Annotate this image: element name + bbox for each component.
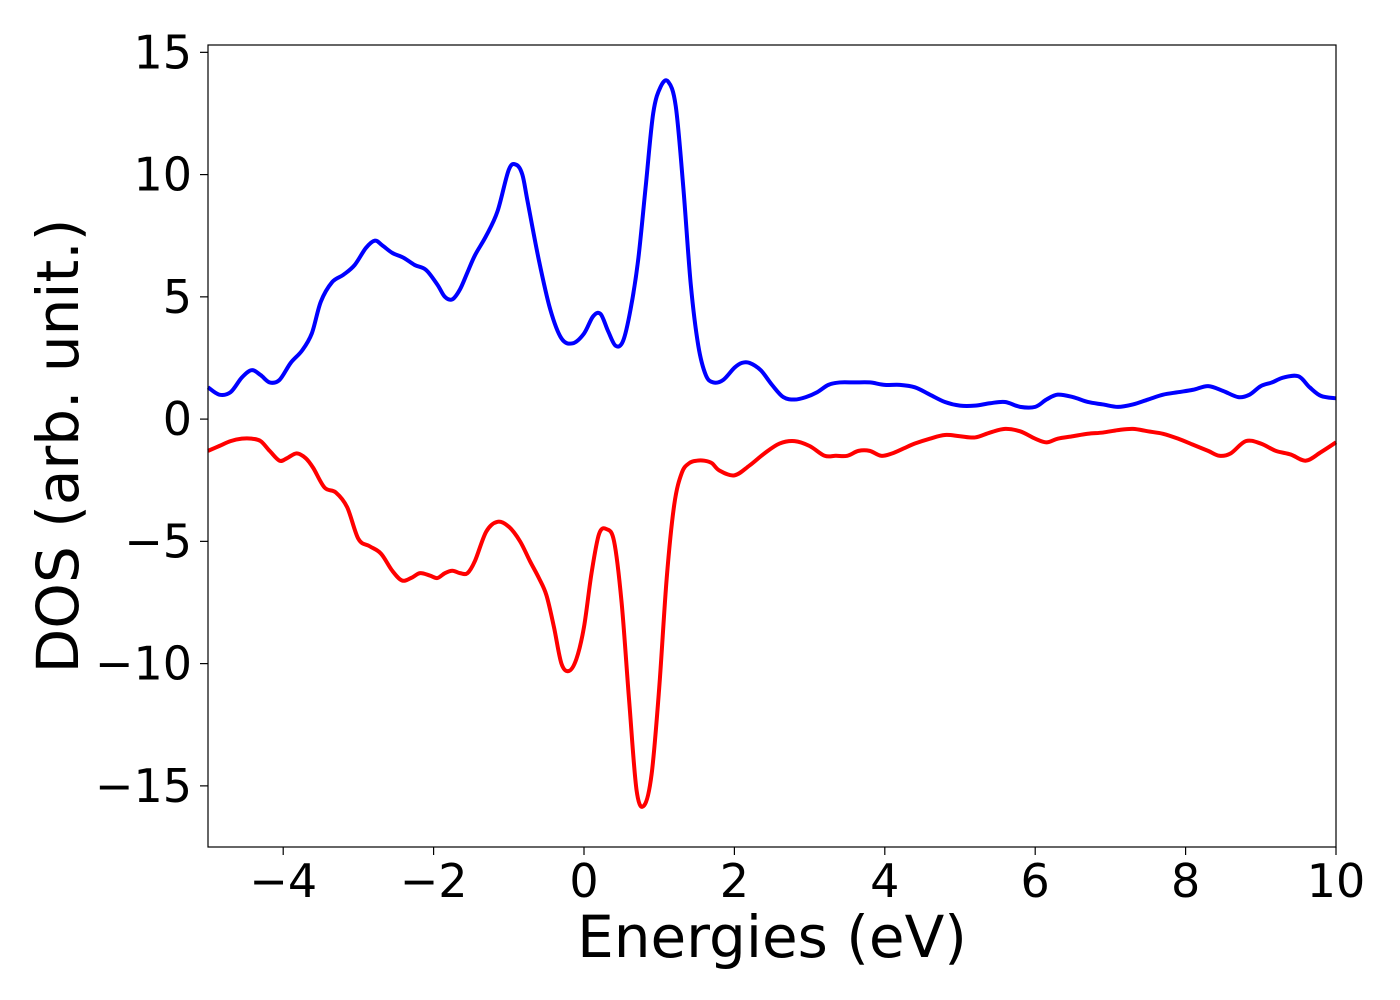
x-tick-label: 0 [569,854,598,908]
x-tick-label: −2 [400,854,468,908]
y-tick-label: −10 [95,637,192,691]
spin-up-dos-line [206,78,1337,410]
x-tick-label: 10 [1307,854,1366,908]
y-tick-label: 10 [133,148,192,202]
y-tick-label: −5 [124,514,192,568]
spin-down-dos-line [207,426,1338,809]
x-tick-label: 8 [1171,854,1200,908]
plot-area-frame [207,44,1337,848]
y-tick-label: 0 [163,392,192,446]
x-tick-label: 4 [870,854,899,908]
x-tick-label: 6 [1021,854,1050,908]
x-axis-title: Energies (eV) [577,903,967,971]
y-tick-label: 15 [133,25,192,79]
x-axis-ticks: −4 −2 0 2 4 6 8 10 [249,847,1365,908]
series-layer [206,78,1338,809]
y-tick-label: 5 [163,270,192,324]
y-axis-ticks: −15 −10 −5 0 5 10 15 [95,25,208,813]
y-tick-label: −15 [95,759,192,813]
x-tick-label: −4 [249,854,317,908]
y-axis-title: DOS (arb. unit.) [24,219,92,674]
x-tick-label: 2 [720,854,749,908]
